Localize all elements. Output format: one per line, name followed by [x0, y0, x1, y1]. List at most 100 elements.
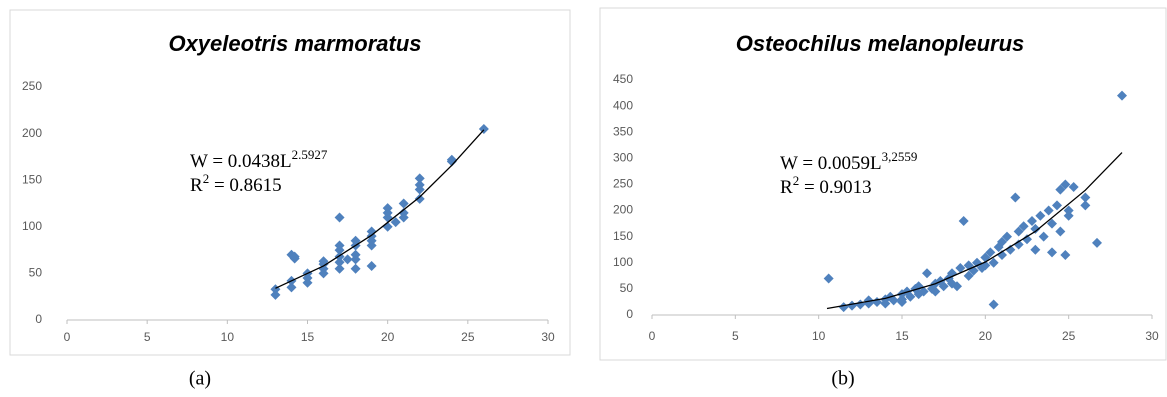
y-tick-label: 200 [22, 126, 42, 140]
data-point [922, 268, 932, 279]
x-tick-label: 25 [461, 330, 475, 344]
data-point [414, 173, 425, 184]
data-point [863, 295, 874, 306]
r-squared-value: = 0.8615 [209, 175, 281, 196]
x-tick-label: 0 [64, 330, 71, 344]
r-squared: R2 = 0.8615 [190, 171, 282, 196]
data-point [1035, 210, 1046, 221]
equation-text: W = 0.0438L [190, 151, 292, 172]
data-point [838, 302, 849, 313]
data-point [988, 257, 999, 268]
y-tick-label: 150 [613, 229, 633, 243]
data-point [972, 257, 982, 268]
data-point [823, 273, 834, 284]
r-squared-value: = 0.9013 [799, 177, 871, 198]
data-point [382, 203, 393, 214]
data-point [1038, 231, 1049, 242]
data-point [446, 154, 457, 165]
data-point [997, 249, 1007, 260]
data-point [1055, 226, 1066, 237]
x-tick-label: 15 [895, 329, 909, 343]
data-point [952, 281, 962, 292]
equation: W = 0.0059L3,2559 [780, 149, 917, 174]
y-tick-label: 250 [613, 177, 633, 191]
data-point [1080, 200, 1091, 211]
data-point [905, 291, 916, 302]
data-point [1055, 184, 1066, 195]
r-squared-exponent: 2 [793, 173, 800, 188]
data-point [414, 179, 425, 190]
x-tick-label: 5 [144, 330, 151, 344]
x-tick-label: 10 [812, 329, 826, 343]
data-point [1005, 244, 1016, 255]
data-point [1027, 216, 1037, 226]
data-point [270, 289, 281, 300]
data-point [382, 221, 393, 232]
data-point [1030, 223, 1041, 234]
data-point [289, 251, 300, 262]
data-point [855, 299, 866, 310]
x-tick-label: 25 [1062, 329, 1076, 343]
trend-line [275, 129, 485, 289]
chart-frame [9, 9, 571, 356]
equation-text: W = 0.0059L [780, 153, 882, 174]
data-point [938, 281, 949, 292]
data-point [847, 300, 857, 311]
data-point [1022, 234, 1032, 245]
y-tick-label: 350 [613, 124, 633, 138]
data-point [1018, 221, 1029, 232]
data-point [1052, 200, 1062, 211]
data-point [350, 249, 361, 260]
y-tick-label: 100 [22, 219, 42, 233]
y-tick-label: 50 [620, 281, 634, 295]
y-tick-label: 150 [22, 172, 42, 186]
x-tick-label: 10 [221, 330, 235, 344]
x-tick-label: 0 [649, 329, 656, 343]
chart-title: Oxyeleotris marmoratus [168, 31, 421, 56]
y-tick-label: 0 [35, 312, 42, 326]
data-point [872, 296, 882, 307]
data-point [1063, 210, 1074, 221]
data-point [1047, 247, 1057, 258]
trend-line [826, 152, 1123, 310]
y-tick-label: 450 [613, 72, 633, 86]
r-squared: R2 = 0.9013 [780, 173, 872, 198]
data-point [1092, 237, 1102, 248]
chart-title: Osteochilus melanopleurus [736, 31, 1025, 56]
data-point [958, 216, 969, 226]
x-tick-label: 20 [979, 329, 993, 343]
data-point [897, 296, 907, 307]
data-point [286, 282, 297, 293]
data-point [985, 247, 996, 258]
data-point [1013, 239, 1024, 250]
r-squared-exponent: 2 [203, 171, 210, 186]
equation: W = 0.0438L2.5927 [190, 147, 328, 172]
data-point [1002, 231, 1012, 242]
data-point [350, 263, 361, 274]
y-tick-label: 200 [613, 203, 633, 217]
data-point [334, 240, 345, 251]
data-point [1080, 192, 1091, 203]
r-squared-text: R [780, 177, 793, 198]
data-point [1060, 249, 1071, 260]
data-point [888, 295, 899, 306]
r-squared-text: R [190, 175, 203, 196]
data-point [963, 270, 974, 281]
data-point [1043, 205, 1054, 216]
data-point [342, 254, 353, 265]
data-point [334, 263, 345, 274]
data-point [1063, 205, 1074, 216]
data-point [1047, 218, 1057, 229]
x-tick-label: 20 [381, 330, 395, 344]
chart-frame [599, 7, 1167, 361]
data-point [414, 193, 425, 204]
data-point [1010, 192, 1021, 203]
data-point [398, 207, 409, 218]
data-point [1117, 90, 1127, 101]
y-tick-label: 50 [29, 266, 43, 280]
x-tick-label: 15 [301, 330, 315, 344]
data-point [366, 260, 377, 271]
data-point [880, 298, 891, 309]
caption: (b) [831, 368, 854, 390]
